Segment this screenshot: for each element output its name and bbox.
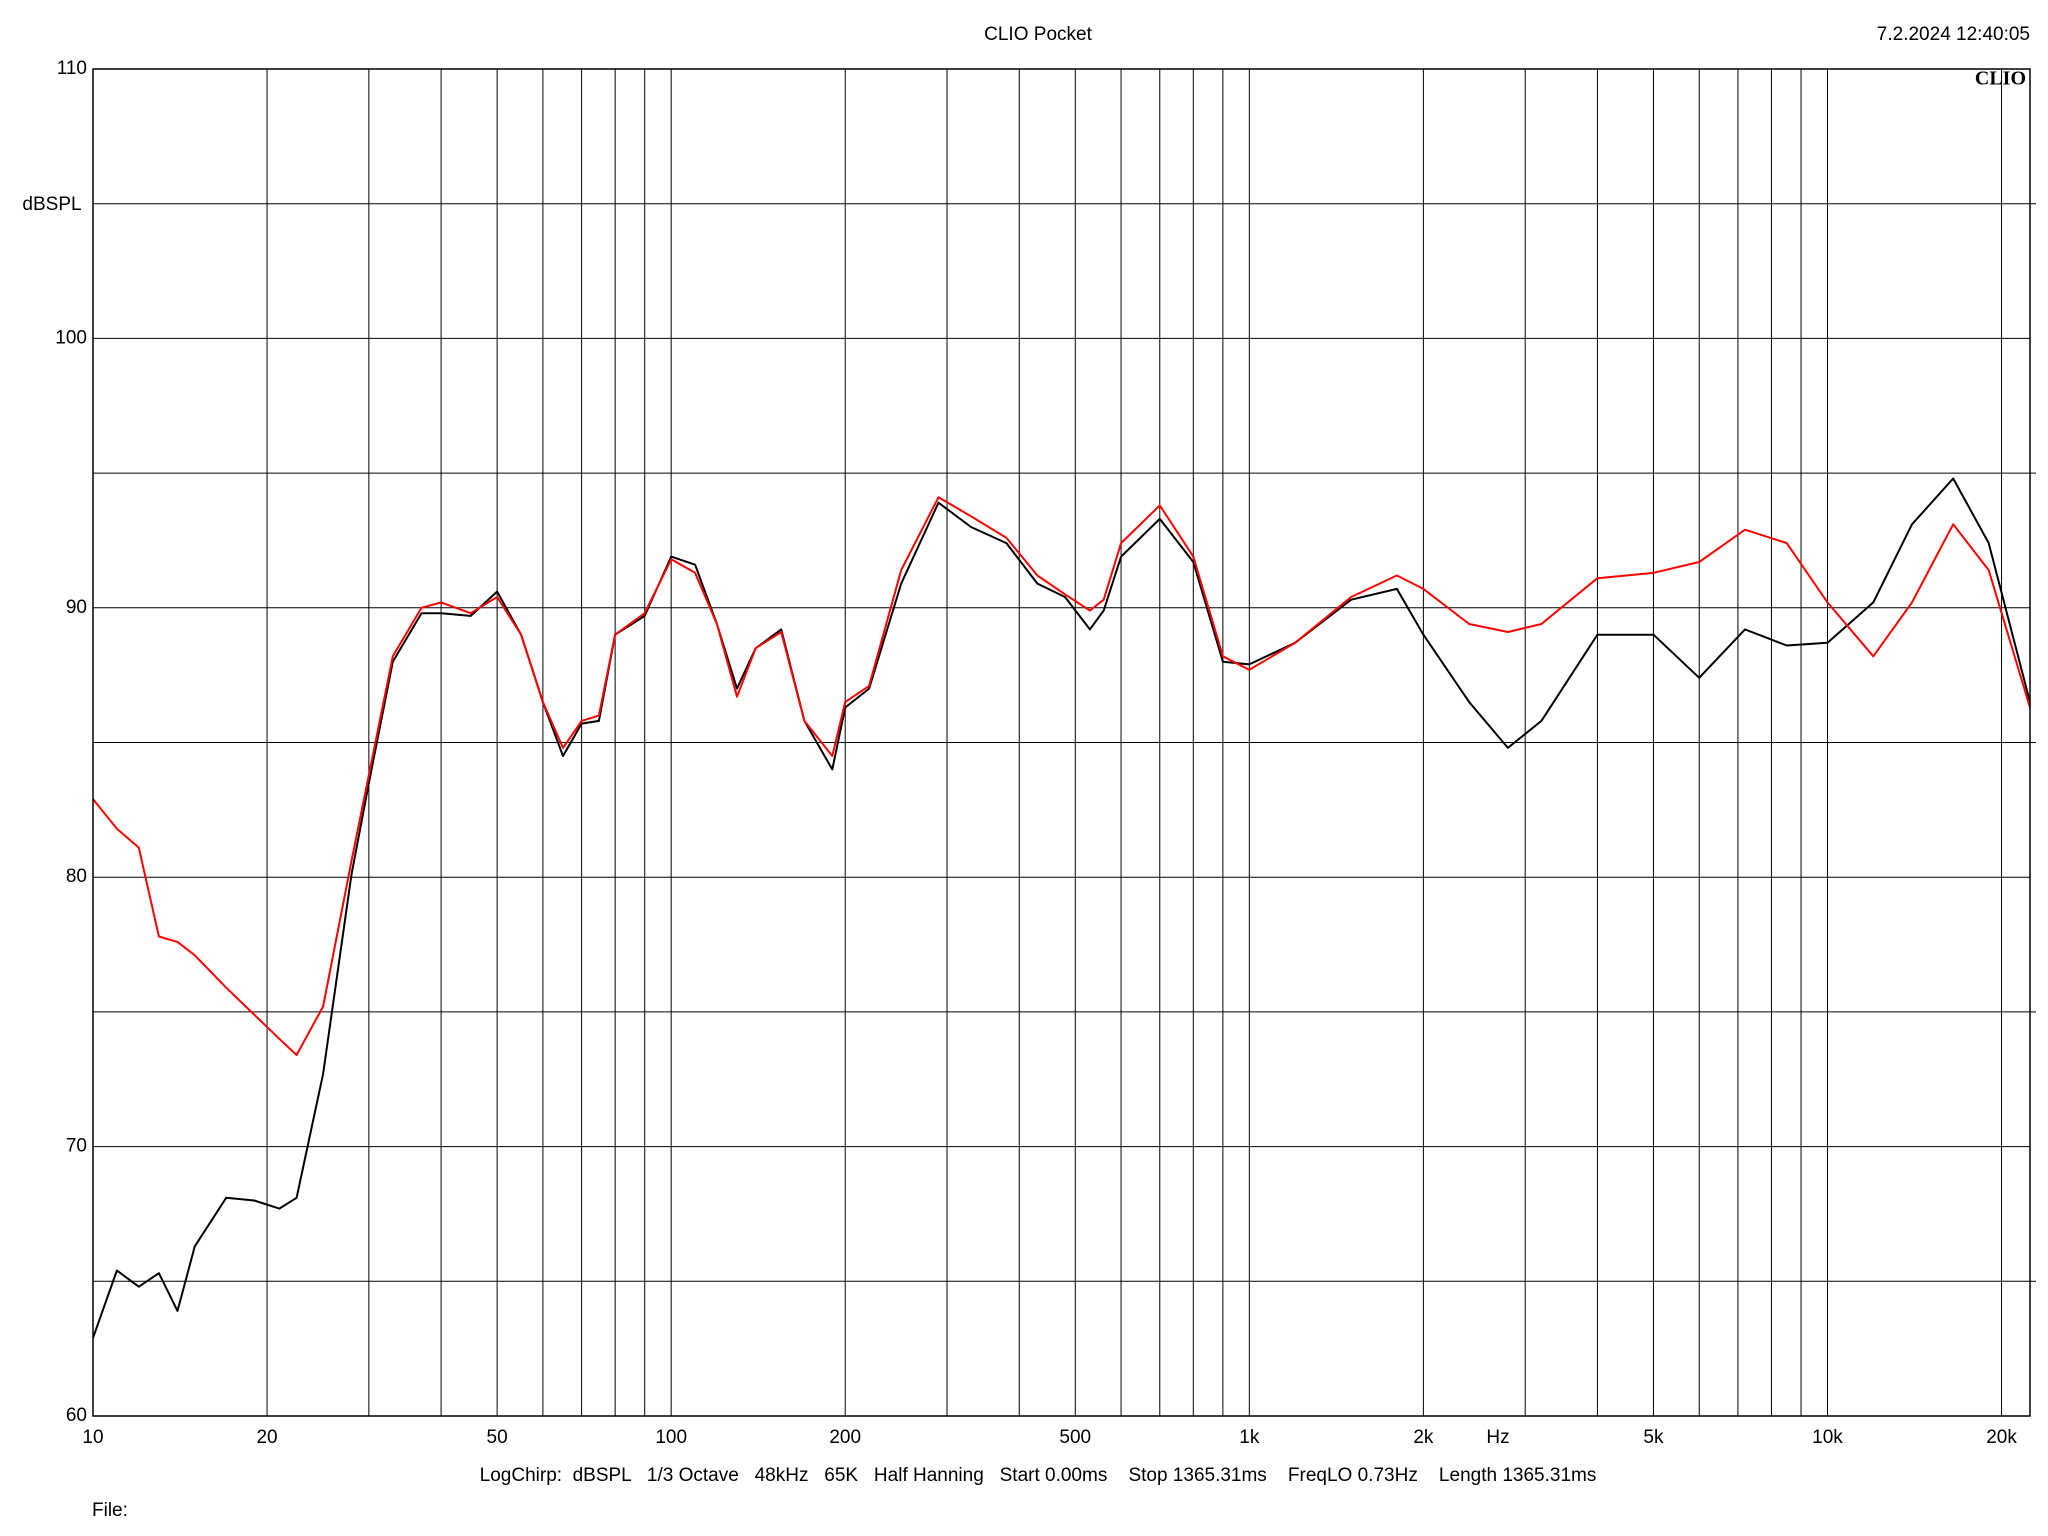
series-line: [92, 477, 2031, 1339]
x-tick-label: 20: [256, 1427, 277, 1448]
x-tick-label: 5k: [1643, 1427, 1664, 1448]
grid: [92, 68, 2036, 1417]
x-tick-label: 2k: [1413, 1427, 1434, 1448]
file-label: File:: [92, 1500, 128, 1521]
plot: [92, 477, 2031, 1339]
x-tick-label: 100: [655, 1427, 687, 1448]
series-line: [92, 496, 2031, 1056]
y-tick-label: 100: [55, 327, 87, 348]
y-tick-label: 80: [66, 866, 87, 887]
x-tick-label: 50: [487, 1427, 508, 1448]
x-tick-label: 10: [82, 1427, 103, 1448]
y-tick-label: 90: [66, 597, 87, 618]
y-axis-label: dBSPL: [22, 194, 81, 215]
x-tick-label: 10k: [1812, 1427, 1843, 1448]
plot-frame: [92, 68, 2031, 1417]
x-tick-label: 200: [829, 1427, 861, 1448]
y-tick-label: 110: [57, 58, 87, 79]
y-tick-label: 70: [66, 1136, 87, 1157]
x-tick-label: 1k: [1239, 1427, 1260, 1448]
logo: CLIO: [1975, 68, 2026, 90]
timestamp: 7.2.2024 12:40:05: [1877, 24, 2030, 45]
x-tick-label: 500: [1059, 1427, 1091, 1448]
chart-title: CLIO Pocket: [984, 24, 1092, 45]
x-tick-label: 20k: [1986, 1427, 2017, 1448]
x-axis-label: Hz: [1486, 1427, 1509, 1448]
footer: LogChirp: dBSPL 1/3 Octave 48kHz 65K Hal…: [480, 1465, 1597, 1486]
y-tick-label: 60: [66, 1405, 87, 1426]
